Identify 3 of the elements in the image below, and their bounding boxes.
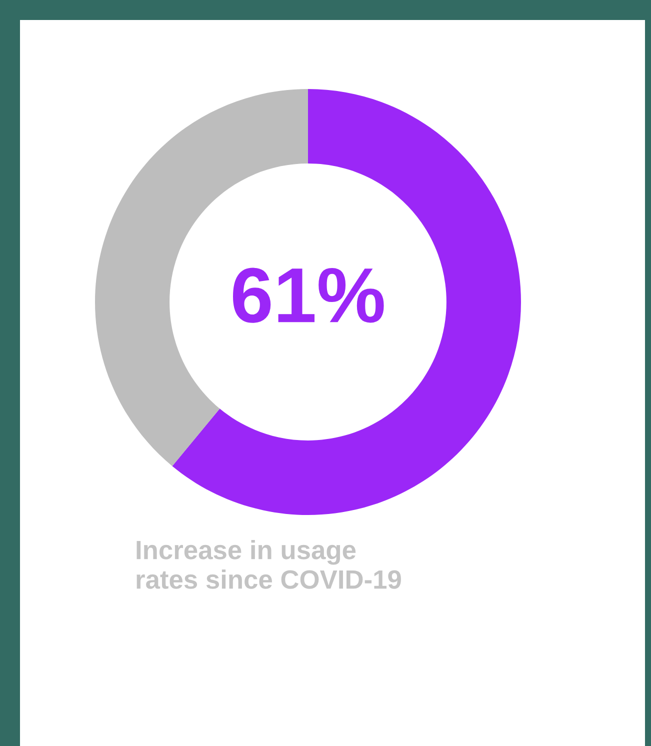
text: Increase in usage rates since COVID-19 (136, 540, 401, 589)
donut-slice (172, 89, 521, 515)
data-label: 61% (233, 268, 384, 323)
